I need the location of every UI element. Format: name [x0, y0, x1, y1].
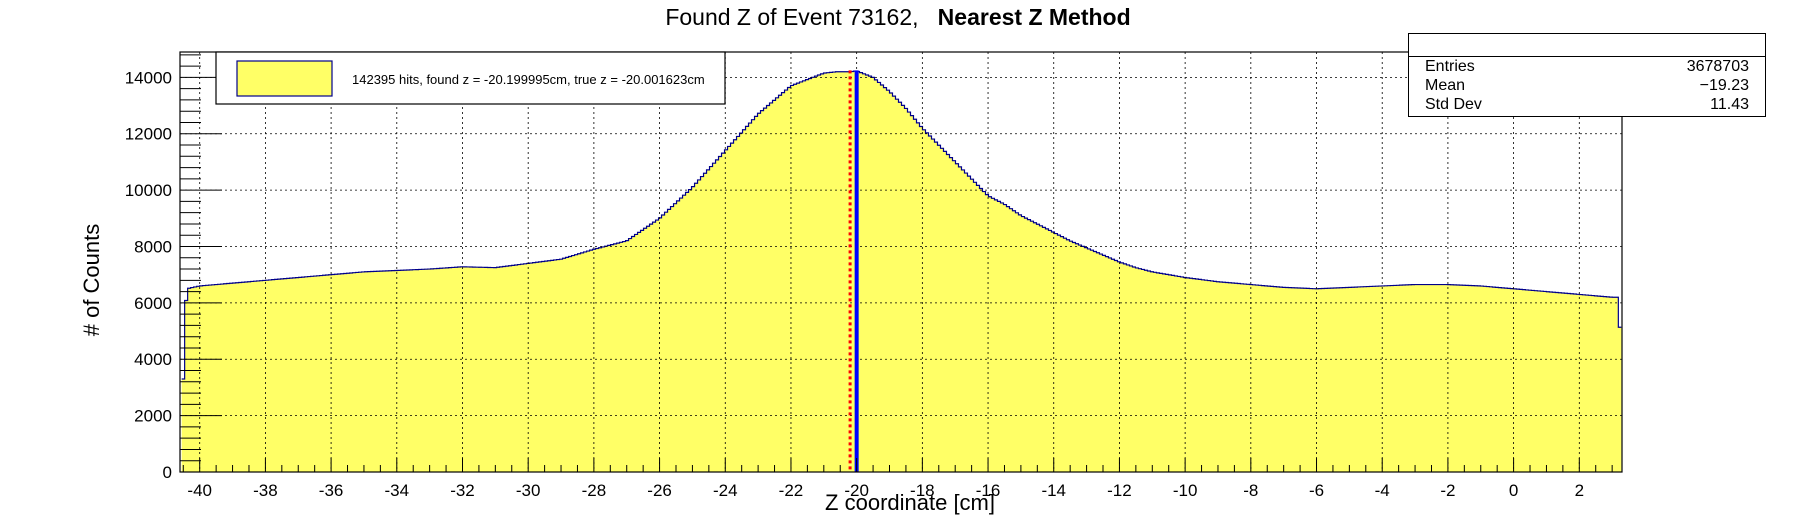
x-tick-label: -16	[976, 481, 1001, 500]
x-tick-label: -6	[1309, 481, 1324, 500]
stats-label: Entries	[1425, 58, 1475, 75]
x-tick-label: -14	[1041, 481, 1066, 500]
x-tick-label: -24	[713, 481, 738, 500]
x-tick-label: -28	[582, 481, 607, 500]
x-tick-label: -8	[1243, 481, 1258, 500]
y-tick-label: 2000	[134, 407, 172, 426]
x-tick-label: -18	[910, 481, 935, 500]
x-tick-label: -10	[1173, 481, 1198, 500]
stats-row-stddev: Std Dev 11.43	[1409, 95, 1765, 114]
y-tick-label: 8000	[134, 237, 172, 256]
stats-row-entries: Entries 3678703	[1409, 57, 1765, 76]
x-tick-label: -30	[516, 481, 541, 500]
stats-box-header	[1409, 34, 1765, 57]
x-tick-label: -20	[844, 481, 869, 500]
y-tick-label: 6000	[134, 294, 172, 313]
y-axis-label: # of Counts	[79, 223, 104, 337]
plot-frame	[179, 51, 1623, 473]
y-tick-label: 4000	[134, 350, 172, 369]
x-tick-label: -12	[1107, 481, 1132, 500]
y-tick-label: 14000	[125, 68, 172, 87]
x-tick-label: -4	[1375, 481, 1390, 500]
stats-label: Mean	[1425, 77, 1466, 94]
x-tick-label: -34	[385, 481, 410, 500]
x-tick-label: -2	[1440, 481, 1455, 500]
y-tick-label: 0	[163, 463, 172, 482]
x-tick-label: -32	[450, 481, 475, 500]
chart-title-prefix: Found Z of Event 73162,	[665, 4, 919, 30]
y-tick-label: 12000	[125, 125, 172, 144]
y-tick-label: 10000	[125, 181, 172, 200]
legend-swatch	[236, 60, 333, 97]
x-tick-label: -26	[647, 481, 672, 500]
x-tick-label: -22	[779, 481, 804, 500]
x-tick-label: 2	[1575, 481, 1584, 500]
legend-label: 142395 hits, found z = -20.199995cm, tru…	[352, 72, 705, 87]
stats-row-mean: Mean −19.23	[1409, 76, 1765, 95]
stats-value: −19.23	[1699, 77, 1749, 94]
stats-label: Std Dev	[1425, 96, 1482, 113]
stats-box: Entries 3678703 Mean −19.23 Std Dev 11.43	[1408, 33, 1766, 117]
x-tick-label: 0	[1509, 481, 1518, 500]
stats-value: 3678703	[1686, 58, 1749, 75]
histogram-fill	[181, 71, 1622, 472]
chart-title: Found Z of Event 73162, Nearest Z Method	[0, 4, 1796, 31]
histogram-outline	[181, 70, 1622, 380]
x-tick-label: -38	[253, 481, 278, 500]
x-axis-label: Z coordinate [cm]	[825, 490, 995, 515]
stats-value: 11.43	[1710, 96, 1749, 113]
x-tick-label: -36	[319, 481, 344, 500]
chart-title-method: Nearest Z Method	[937, 4, 1131, 30]
x-tick-label: -40	[187, 481, 212, 500]
